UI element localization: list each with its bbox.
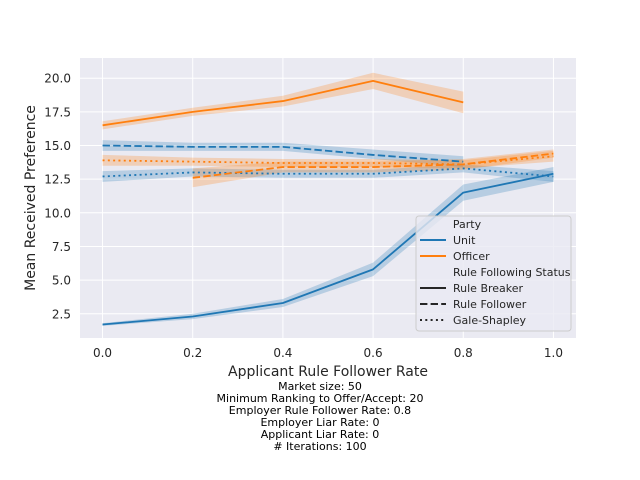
x-tick-label: 0.4: [273, 346, 292, 360]
y-tick-label: 5.0: [52, 274, 71, 288]
legend: Party Unit Officer Rule Following Status…: [415, 215, 572, 332]
ci-band-officer-rule-follower: [192, 149, 554, 188]
series-line-unit-rule-follower: [102, 144, 464, 163]
series-line-officer-gale-shapley: [102, 155, 554, 166]
legend-label-rule-follower: Rule Follower: [453, 298, 527, 311]
legend-label-unit: Unit: [453, 234, 476, 247]
series-line-officer-rule-follower: [192, 152, 554, 179]
y-tick-label: 17.5: [44, 105, 71, 119]
legend-title-status: Rule Following Status: [453, 266, 571, 279]
y-tick-label: 12.5: [44, 173, 71, 187]
caption-iterations: # Iterations: 100: [273, 439, 367, 453]
tick-labels: 0.0 0.2 0.4 0.6 0.8 1.0 2.5 5.0 7.5 10.0 12.5 15.0 1…: [44, 72, 563, 360]
y-tick-label: 20.0: [44, 72, 71, 86]
legend-label-rule-breaker: Rule Breaker: [453, 282, 524, 295]
ci-band-unit-rule-breaker: [102, 167, 554, 326]
y-tick-label: 7.5: [52, 240, 71, 254]
caption: Market size: 50 Minimum Ranking to Offer…: [0, 381, 640, 452]
grid: [80, 58, 576, 338]
series-line-officer-rule-breaker: [102, 79, 464, 127]
y-axis-title: Mean Received Preference: [23, 105, 39, 291]
legend-box: [415, 215, 572, 332]
legend-title-party: Party: [453, 218, 482, 231]
caption-market-size: Market size: 50: [278, 380, 362, 393]
series-line-unit-rule-breaker: [102, 172, 554, 326]
legend-label-officer: Officer: [453, 250, 490, 263]
caption-applicant-liar-rate: Applicant Liar Rate: 0: [260, 427, 380, 441]
caption-min-ranking: Minimum Ranking to Offer/Accept: 20: [216, 391, 424, 405]
y-tick-label: 15.0: [44, 139, 71, 153]
legend-label-gale-shapley: Gale-Shapley: [453, 314, 527, 327]
x-tick-label: 1.0: [544, 346, 563, 360]
ci-band-officer-gale-shapley: [102, 150, 554, 169]
y-tick-label: 10.0: [44, 206, 71, 220]
x-axis-title: Applicant Rule Follower Rate: [228, 364, 428, 380]
ci-band-unit-gale-shapley: [102, 164, 554, 182]
x-tick-label: 0.2: [183, 346, 202, 360]
y-tick-label: 2.5: [52, 307, 71, 321]
x-tick-label: 0.6: [364, 346, 383, 360]
x-tick-label: 0.0: [93, 346, 112, 360]
series-lines: [102, 79, 554, 326]
x-tick-label: 0.8: [454, 346, 473, 360]
caption-employer-liar-rate: Employer Liar Rate: 0: [260, 415, 380, 429]
caption-employer-rule-follower-rate: Employer Rule Follower Rate: 0.8: [228, 403, 412, 417]
series-line-unit-gale-shapley: [102, 167, 554, 178]
